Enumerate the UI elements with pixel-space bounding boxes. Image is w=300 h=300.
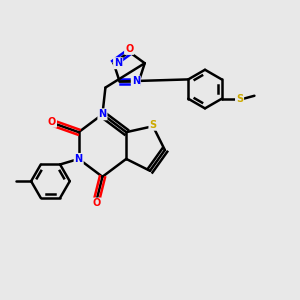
Text: S: S bbox=[236, 94, 243, 104]
Text: S: S bbox=[149, 120, 157, 130]
Text: N: N bbox=[98, 109, 106, 119]
Text: O: O bbox=[48, 117, 56, 127]
Text: N: N bbox=[75, 154, 83, 164]
Text: N: N bbox=[114, 58, 122, 68]
Text: N: N bbox=[132, 76, 140, 86]
Text: O: O bbox=[125, 44, 133, 54]
Text: O: O bbox=[92, 199, 101, 208]
